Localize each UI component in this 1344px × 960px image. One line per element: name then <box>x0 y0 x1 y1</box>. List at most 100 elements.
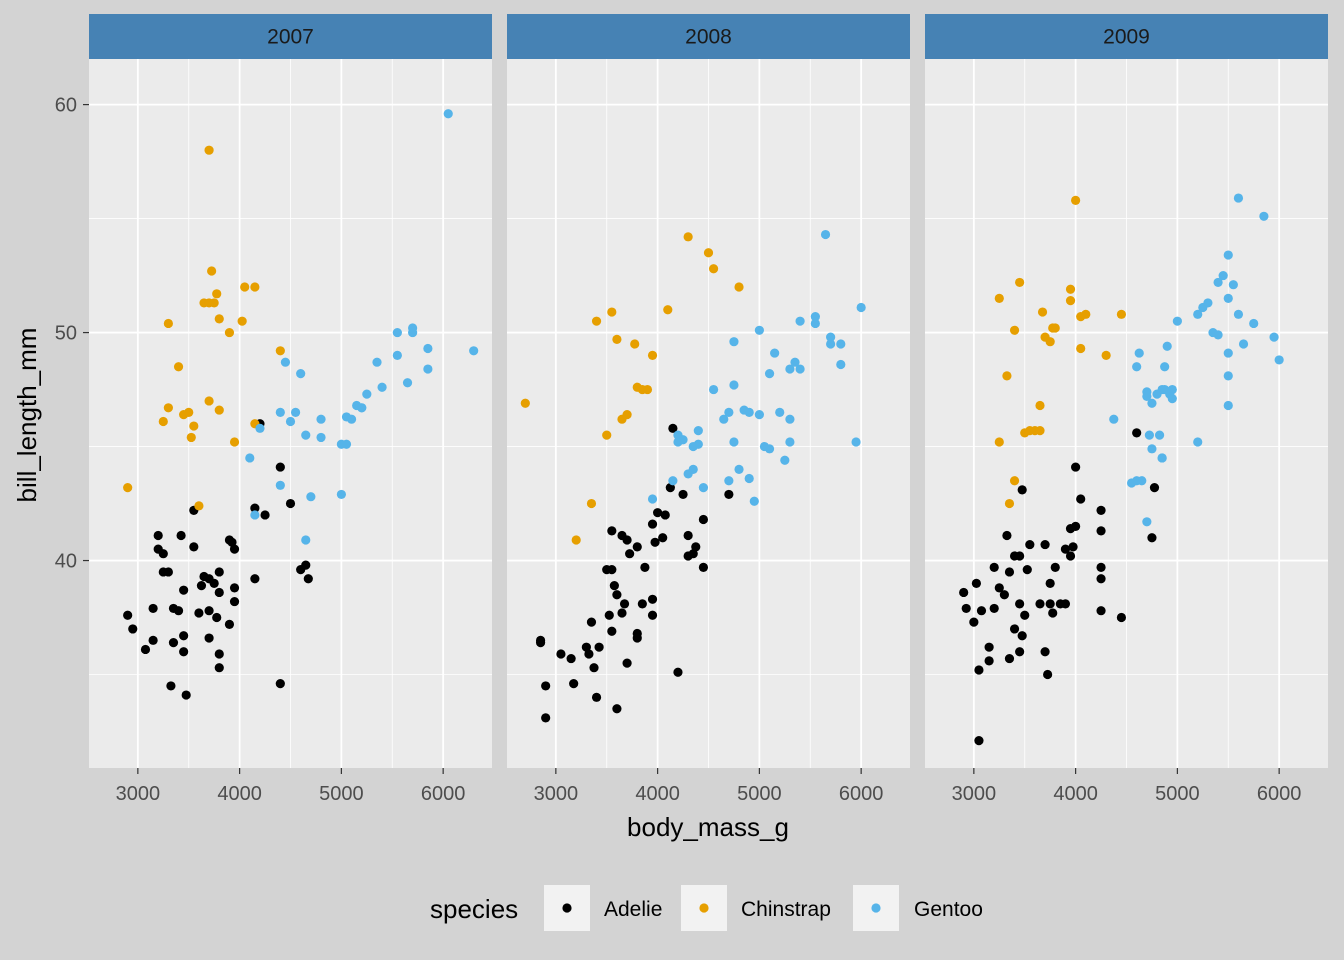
point-gentoo <box>1172 316 1182 326</box>
point-chinstrap <box>994 437 1004 447</box>
point-chinstrap <box>571 535 581 545</box>
point-adelie <box>607 565 617 575</box>
point-chinstrap <box>209 298 219 308</box>
point-adelie <box>541 681 551 691</box>
point-gentoo <box>290 407 301 417</box>
x-tick-label: 4000 <box>1053 783 1098 805</box>
point-adelie <box>683 530 693 541</box>
point-gentoo <box>275 407 285 417</box>
point-gentoo <box>341 439 352 449</box>
point-adelie <box>148 603 158 614</box>
point-adelie <box>1050 562 1060 572</box>
point-chinstrap <box>1071 195 1081 205</box>
point-adelie <box>653 508 663 518</box>
point-gentoo <box>285 416 296 427</box>
point-gentoo <box>1249 318 1259 329</box>
point-chinstrap <box>1076 343 1086 354</box>
point-adelie <box>647 610 658 620</box>
point-gentoo <box>780 455 790 465</box>
point-chinstrap <box>173 362 184 372</box>
point-gentoo <box>357 403 367 413</box>
legend-label-adelie: Adelie <box>604 898 662 921</box>
point-gentoo <box>785 364 795 374</box>
point-gentoo <box>392 350 402 360</box>
x-tick-label: 3000 <box>534 783 579 805</box>
facet-panel-2009: 2009 3000 4000 5000 6000 <box>925 14 1328 805</box>
point-gentoo <box>316 414 326 424</box>
point-gentoo <box>856 302 866 313</box>
facet-strip <box>89 14 492 59</box>
point-gentoo <box>392 327 402 338</box>
point-adelie <box>153 530 163 541</box>
point-gentoo <box>693 439 703 449</box>
point-gentoo <box>346 414 357 424</box>
point-adelie <box>1096 526 1106 536</box>
point-adelie <box>974 736 984 746</box>
point-chinstrap <box>630 339 640 349</box>
point-adelie <box>1060 544 1071 554</box>
point-gentoo <box>724 476 734 486</box>
point-adelie <box>617 608 627 618</box>
point-adelie <box>250 574 260 584</box>
legend-title: species <box>430 894 518 924</box>
point-gentoo <box>1109 414 1119 424</box>
point-gentoo <box>1144 430 1154 440</box>
point-chinstrap <box>163 318 173 329</box>
point-adelie <box>285 498 296 509</box>
point-adelie <box>163 567 173 577</box>
point-gentoo <box>724 407 734 417</box>
point-gentoo <box>668 476 678 486</box>
point-adelie <box>1048 608 1058 618</box>
point-adelie <box>229 544 240 554</box>
point-adelie <box>984 656 994 666</box>
point-adelie <box>1015 599 1025 609</box>
point-adelie <box>989 603 999 614</box>
point-chinstrap <box>194 501 204 511</box>
point-chinstrap <box>642 384 653 395</box>
point-adelie <box>969 617 979 627</box>
point-gentoo <box>1213 330 1223 340</box>
panels: 2007 3000 4000 5000 6000 2008 3000 4000 5000 6000… <box>89 14 1328 805</box>
point-adelie <box>612 590 622 600</box>
point-adelie <box>140 644 151 655</box>
point-gentoo <box>1147 398 1157 408</box>
point-gentoo <box>719 414 729 424</box>
point-adelie <box>229 583 240 593</box>
point-adelie <box>123 610 133 620</box>
point-adelie <box>976 606 987 616</box>
point-gentoo <box>1167 384 1177 395</box>
point-adelie <box>1076 494 1086 504</box>
point-gentoo <box>1223 293 1233 303</box>
point-gentoo <box>826 332 836 342</box>
point-gentoo <box>693 425 703 436</box>
point-gentoo <box>820 229 831 240</box>
point-gentoo <box>785 414 795 424</box>
point-gentoo <box>754 325 764 335</box>
point-chinstrap <box>1035 425 1045 436</box>
point-chinstrap <box>204 145 214 155</box>
point-gentoo <box>1193 437 1203 447</box>
point-chinstrap <box>703 248 714 258</box>
point-adelie <box>1116 612 1127 623</box>
point-adelie <box>632 542 642 552</box>
point-adelie <box>189 542 199 552</box>
point-gentoo <box>647 494 658 504</box>
point-chinstrap <box>602 430 612 440</box>
point-chinstrap <box>607 307 617 317</box>
point-gentoo <box>688 464 698 474</box>
facet-strip-label: 2009 <box>1103 26 1150 49</box>
x-tick-label: 5000 <box>319 783 364 805</box>
point-adelie <box>604 610 614 620</box>
point-adelie <box>1060 599 1071 609</box>
point-adelie <box>1068 542 1078 552</box>
point-adelie <box>1015 551 1025 561</box>
x-tick-label: 5000 <box>737 783 782 805</box>
point-gentoo <box>1238 339 1249 349</box>
point-gentoo <box>377 382 387 392</box>
point-gentoo <box>1233 193 1244 203</box>
point-adelie <box>1004 653 1015 664</box>
point-chinstrap <box>663 305 673 315</box>
point-adelie <box>214 663 224 673</box>
point-gentoo <box>1147 444 1157 454</box>
facet-strip <box>925 14 1328 59</box>
